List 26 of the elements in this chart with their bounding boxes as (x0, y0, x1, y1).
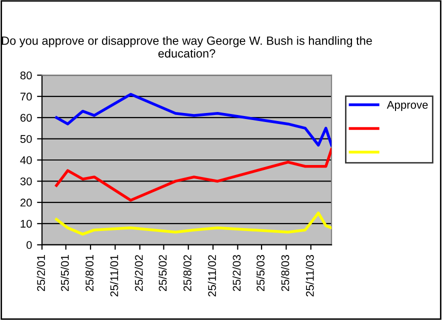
line-series (55, 148, 332, 202)
x-tick-label: 25/2/03 (232, 255, 241, 292)
chart-title: Do you approve or disapprove the way George W. Bush is handling the education? (2, 36, 372, 58)
line-series (55, 212, 332, 236)
x-tick-label: 25/11/02 (208, 255, 216, 296)
x-tick-label: 25/8/01 (85, 255, 94, 292)
x-tick-label: 25/2/02 (134, 255, 143, 292)
y-tick-label: 60 (20, 114, 32, 122)
x-tick-label: 25/5/03 (256, 255, 265, 292)
x-tick-label: 25/11/01 (110, 255, 118, 296)
y-tick-label: 80 (20, 71, 32, 80)
y-tick-label: 10 (20, 220, 32, 228)
x-tick-label: 25/2/01 (36, 255, 45, 292)
x-tick-label: 25/8/02 (183, 255, 192, 292)
y-tick-label: 30 (20, 177, 32, 186)
y-tick-label: 20 (20, 198, 32, 207)
y-tick-label: 70 (20, 92, 32, 101)
x-tick-label: 25/11/03 (306, 255, 314, 296)
line-series (55, 92, 332, 147)
x-tick-label: 25/5/02 (158, 255, 167, 292)
x-tick-label: 25/5/01 (60, 255, 69, 292)
y-tick-label: 0 (26, 241, 32, 249)
legend-label: Approve (386, 101, 428, 111)
y-tick-label: 50 (20, 135, 32, 143)
x-tick-label: 25/8/03 (281, 255, 290, 292)
y-tick-label: 40 (20, 156, 32, 164)
